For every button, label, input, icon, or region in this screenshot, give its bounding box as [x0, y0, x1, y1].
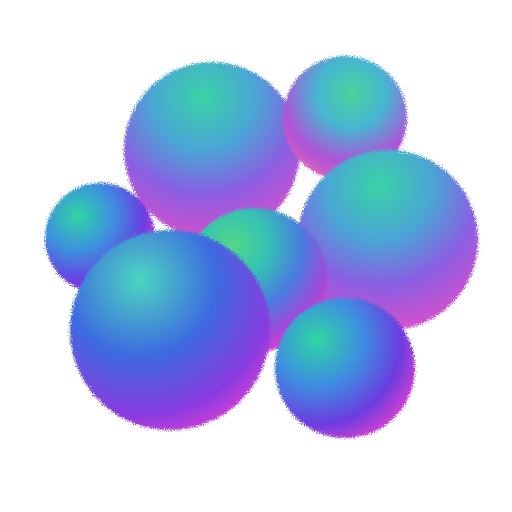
blob-top-right	[283, 56, 407, 180]
blob-bottom-right	[275, 298, 415, 438]
blob-top-left	[124, 62, 300, 238]
blob-bottom-left	[70, 230, 270, 430]
blob-right	[298, 150, 478, 330]
